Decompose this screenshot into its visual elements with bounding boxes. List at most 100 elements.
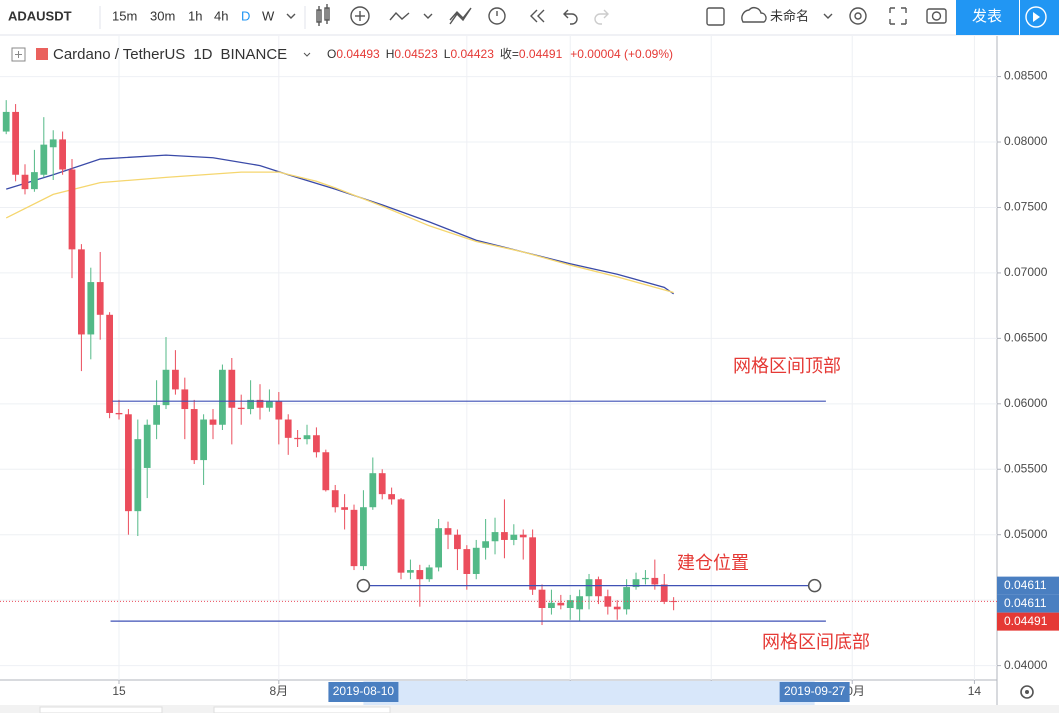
y-tick-label: 0.06000 xyxy=(1004,396,1048,410)
publish-button[interactable] xyxy=(956,0,1019,35)
candle-body xyxy=(237,407,245,410)
candle-body xyxy=(247,399,254,410)
candle-body xyxy=(425,567,433,580)
redo-icon[interactable] xyxy=(594,9,609,25)
interval-active[interactable]: D xyxy=(241,8,250,23)
candle-body xyxy=(294,437,301,440)
candle-body xyxy=(12,111,19,175)
candle-body xyxy=(595,579,602,597)
interval[interactable]: W xyxy=(262,8,275,23)
candle-body xyxy=(378,473,386,495)
y-tick-label: 0.05500 xyxy=(1004,461,1048,475)
candle-body xyxy=(284,419,292,438)
draw-icon[interactable] xyxy=(389,11,410,21)
collapse-icon[interactable] xyxy=(11,47,26,62)
symbol-name: Cardano / TetherUS xyxy=(53,46,185,63)
publish-label[interactable]: 发表 xyxy=(972,8,1002,25)
y-tick-label: 0.08000 xyxy=(1004,134,1048,148)
candle-body xyxy=(275,401,283,420)
candle-body xyxy=(153,405,160,425)
annotation: 建仓位置 xyxy=(677,553,749,573)
compare-icon[interactable] xyxy=(449,7,472,25)
candle-body xyxy=(463,549,471,574)
candle-body xyxy=(303,435,311,440)
collapse-icon-cross xyxy=(15,51,22,58)
x-tick-label: 15 xyxy=(112,684,126,698)
play-icon[interactable] xyxy=(1025,6,1047,28)
candle-body xyxy=(68,169,76,250)
settings-icon[interactable] xyxy=(849,7,867,25)
time-range-box xyxy=(328,682,399,702)
candle-body xyxy=(162,369,170,406)
dropdown-icon[interactable] xyxy=(423,13,433,19)
candle-body xyxy=(548,602,555,609)
layout-icon[interactable] xyxy=(706,7,725,26)
candle-body xyxy=(435,528,443,568)
high-letter: H xyxy=(386,47,395,61)
y-tick-label: 0.07500 xyxy=(1004,200,1048,214)
alert-icon[interactable] xyxy=(488,7,506,25)
line-handle xyxy=(807,578,822,593)
toolbar xyxy=(0,0,1059,35)
price-label: 0.04611 xyxy=(1004,578,1047,592)
time-range xyxy=(363,681,815,705)
y-tick-label: 0.05000 xyxy=(1004,527,1048,541)
moving-average xyxy=(5,171,674,294)
interval[interactable]: 15m xyxy=(112,8,137,23)
low-letter: L xyxy=(444,47,451,61)
low-value: 0.04423 xyxy=(450,47,494,61)
interval[interactable]: 30m xyxy=(150,8,175,23)
replay-icon[interactable] xyxy=(530,9,545,23)
candle-body xyxy=(407,570,414,573)
candle-body xyxy=(313,435,320,453)
bottom-tab[interactable] xyxy=(39,706,163,713)
candle-body xyxy=(472,547,480,574)
candle-body xyxy=(529,537,537,590)
candle-body xyxy=(538,589,546,609)
candle-body xyxy=(106,314,113,413)
candle-style-icon[interactable] xyxy=(316,4,330,26)
layout-name[interactable]: 未命名 xyxy=(770,8,809,23)
undo-icon[interactable] xyxy=(563,9,578,25)
change: +0.00004 (+0.09%) xyxy=(570,47,673,61)
price-axis xyxy=(997,36,1059,680)
candle-body xyxy=(454,534,461,550)
symbol-logo xyxy=(36,48,48,60)
indicator-icon[interactable] xyxy=(350,6,370,26)
candle-body xyxy=(59,139,66,170)
candle-body xyxy=(632,579,640,588)
candle-body xyxy=(501,532,508,540)
candle-body xyxy=(416,570,424,580)
interval[interactable]: 1h xyxy=(188,8,202,23)
candle-body xyxy=(369,473,377,508)
annotation: 网格区间底部 xyxy=(762,632,870,652)
candle-body xyxy=(322,452,330,491)
dropdown-icon[interactable] xyxy=(303,52,311,57)
cloud-icon[interactable] xyxy=(741,7,767,23)
axis-settings[interactable] xyxy=(1020,685,1034,699)
bottom-tab[interactable] xyxy=(213,706,391,713)
candle-body xyxy=(604,596,612,607)
candle-body xyxy=(341,507,349,510)
close-value: 0.04491 xyxy=(519,47,563,61)
time-range-label: 2019-09-27 xyxy=(784,684,846,698)
symbol-interval: 1D xyxy=(193,46,212,63)
symbol[interactable]: ADAUSDT xyxy=(8,8,72,23)
fullscreen-icon[interactable] xyxy=(889,7,907,25)
symbol-exchange: BINANCE xyxy=(221,46,288,63)
dropdown-icon[interactable] xyxy=(823,13,833,19)
candle-body xyxy=(125,414,132,512)
dropdown-icon[interactable] xyxy=(286,13,296,19)
candle-body xyxy=(134,439,142,512)
price-label-box xyxy=(997,594,1059,613)
candle-body xyxy=(642,577,649,580)
candle-body xyxy=(115,412,123,415)
candle-body xyxy=(510,534,518,540)
candle-body xyxy=(660,584,668,602)
price-label: 0.04611 xyxy=(1004,596,1047,610)
candle-body xyxy=(219,369,226,425)
snapshot-icon[interactable] xyxy=(926,8,947,24)
candle-body xyxy=(266,401,273,408)
interval[interactable]: 4h xyxy=(214,8,228,23)
